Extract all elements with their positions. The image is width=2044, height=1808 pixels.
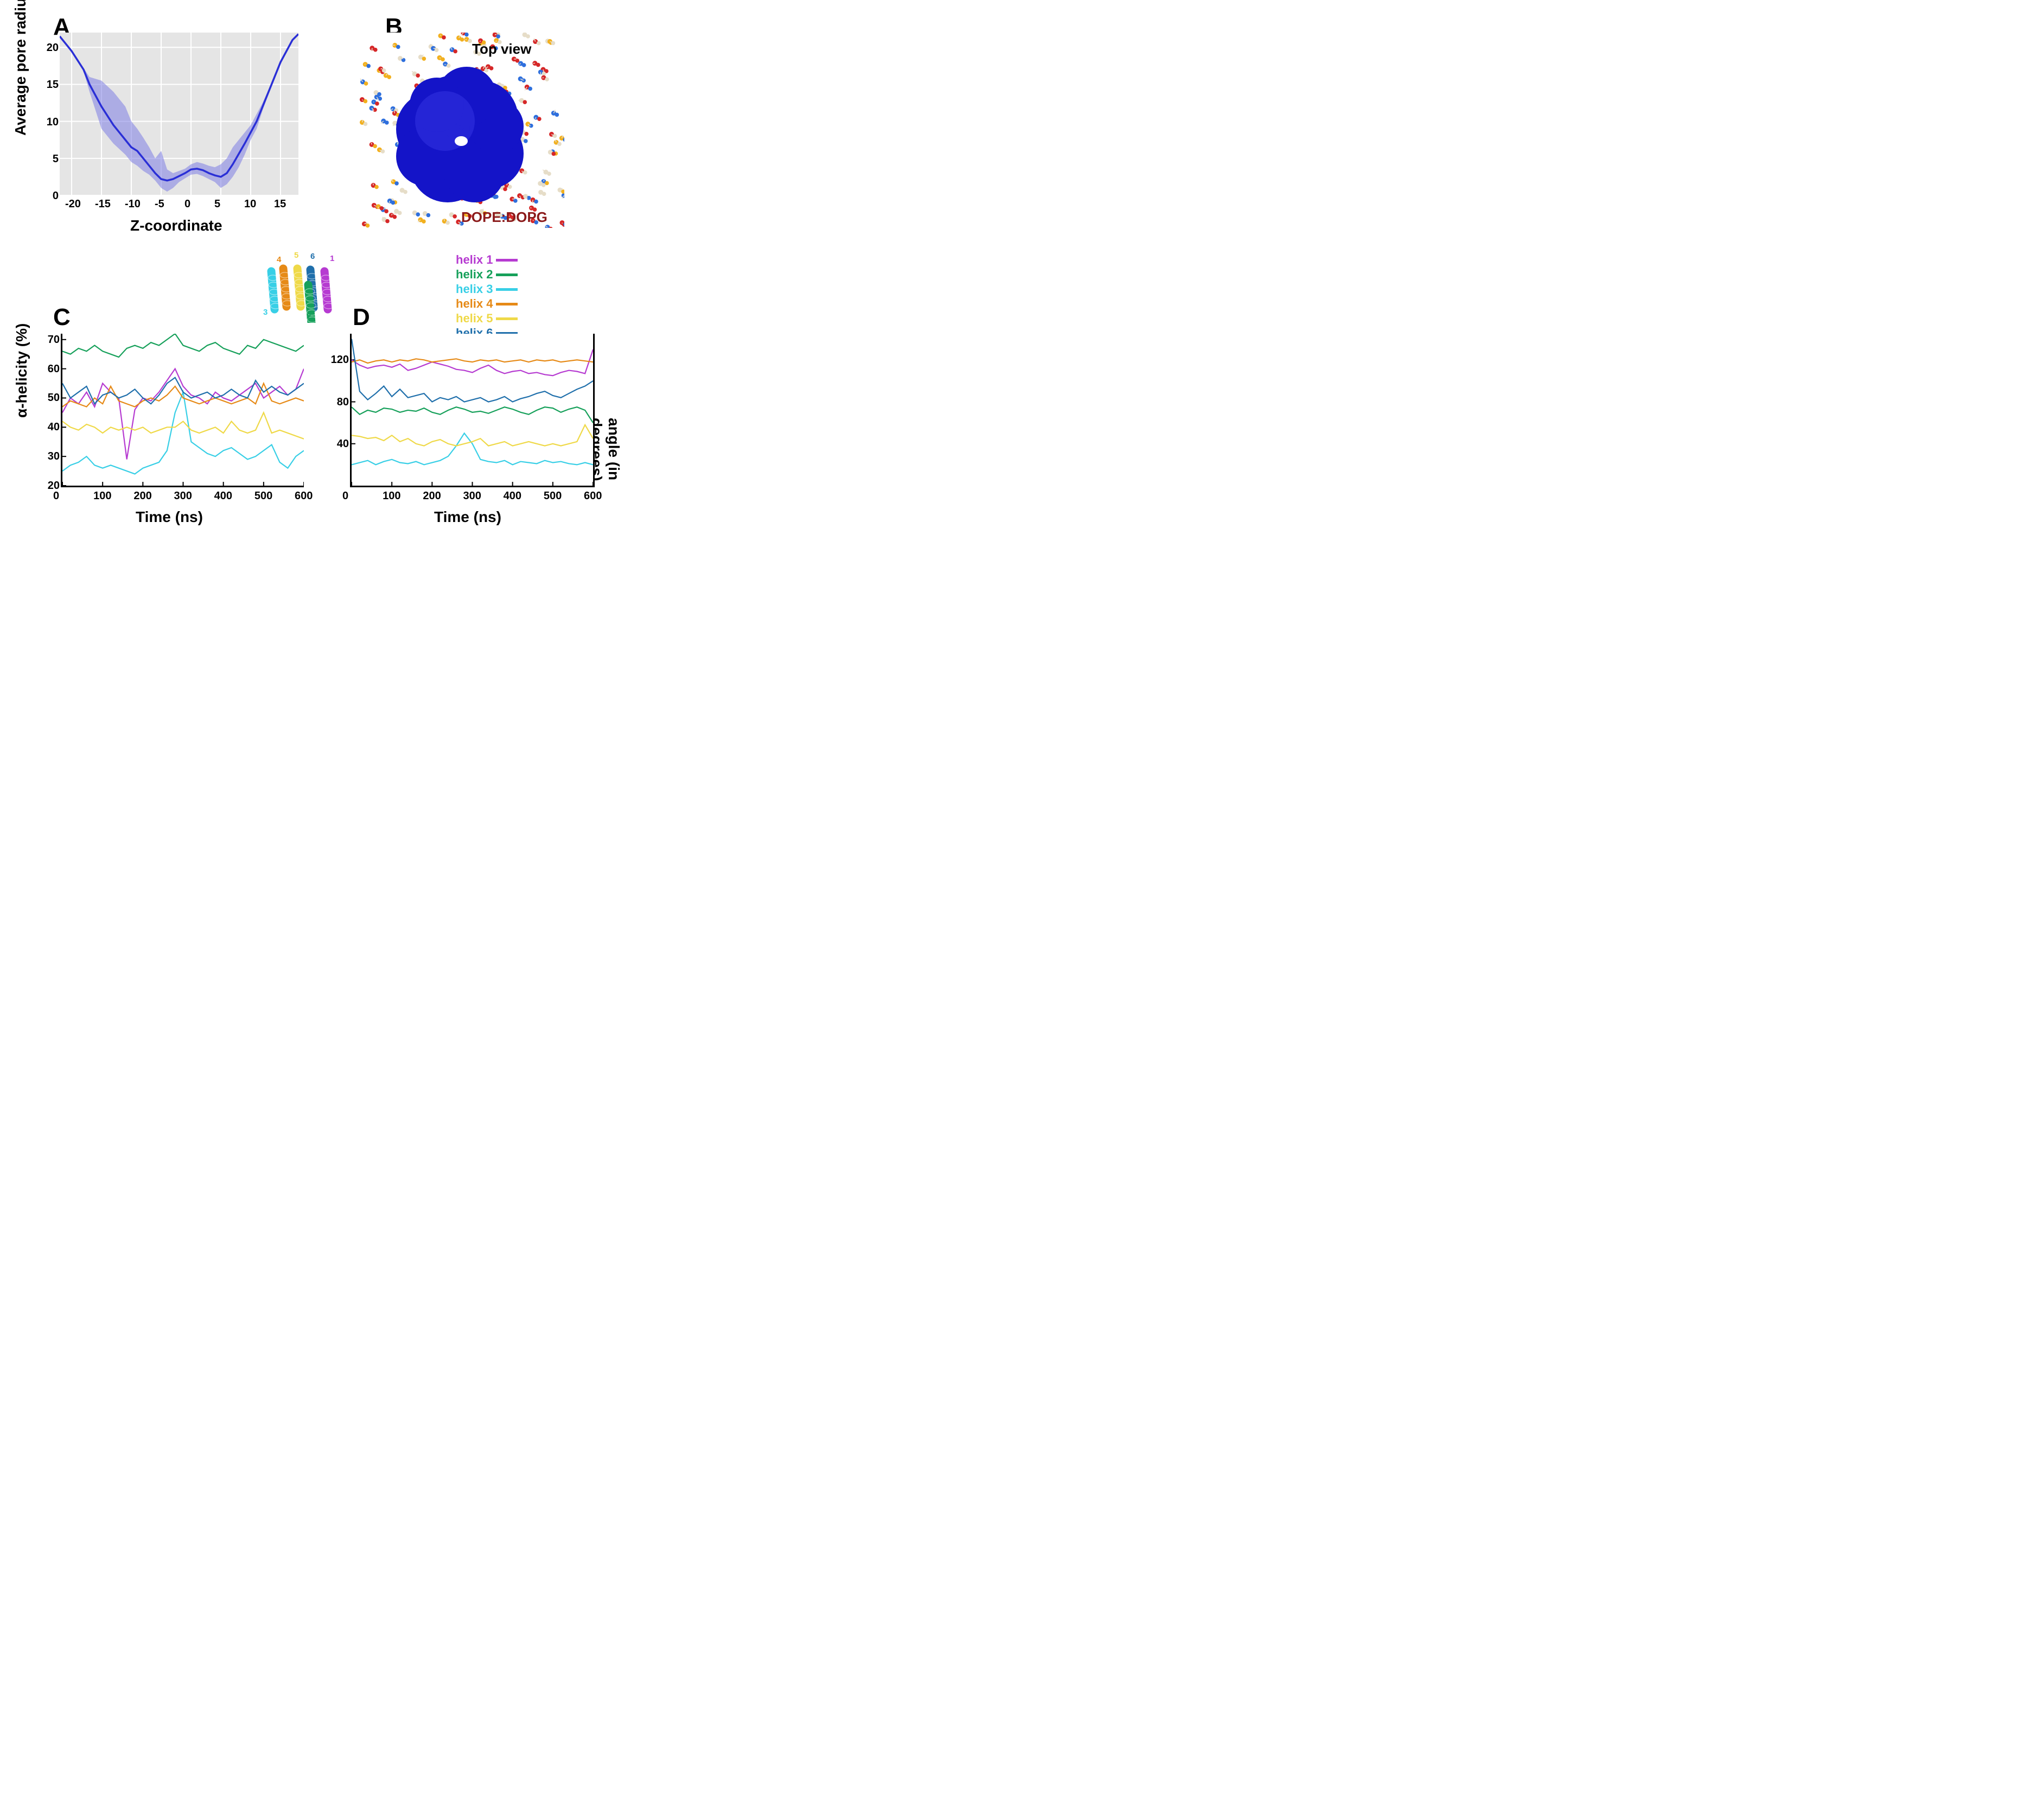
panel-D-plot-area — [350, 334, 595, 487]
panel-D-xlabel: Time (ns) — [434, 508, 501, 526]
panel-C-yticks: 203040506070 — [42, 334, 60, 486]
panel-C-xlabel: Time (ns) — [136, 508, 203, 526]
panel-D: angle (in degrees) Time (ns) 01002003004… — [328, 334, 621, 534]
helix-bundle-insert: 3 4 5 6 2 1 — [260, 252, 342, 323]
panel-A-xlabel: Z-coordinate — [130, 217, 222, 234]
panel-A-ylabel: Average pore radius (Å) — [12, 0, 29, 136]
panel-C-plot-area — [61, 334, 304, 487]
svg-text:6: 6 — [310, 252, 315, 261]
svg-text:1: 1 — [330, 254, 334, 263]
panel-B-render: Top view DOPE:DOPG — [358, 33, 564, 228]
svg-text:3: 3 — [263, 308, 268, 317]
panel-C: α-helicity (%) Time (ns) 010020030040050… — [27, 334, 309, 534]
panel-B: Top view DOPE:DOPG — [358, 33, 564, 239]
helix-legend: helix 1helix 2helix 3helix 4helix 5helix… — [456, 253, 518, 340]
panel-B-bottom-label: DOPE:DOPG — [461, 209, 547, 226]
legend-item-helix5: helix 5 — [456, 311, 518, 326]
panel-label-C: C — [53, 304, 71, 331]
panel-C-xticks: 0100200300400500600 — [61, 490, 302, 506]
svg-text:4: 4 — [277, 255, 282, 264]
panel-A-xticks: -20-15-10-5051015 — [60, 198, 298, 214]
panel-label-D: D — [353, 304, 370, 331]
panel-C-ylabel: α-helicity (%) — [13, 323, 30, 418]
panel-A-yticks: 05101520 — [43, 33, 59, 195]
svg-text:5: 5 — [294, 252, 298, 260]
legend-item-helix3: helix 3 — [456, 282, 518, 296]
panel-A-plot-area — [60, 33, 298, 195]
panel-D-xticks: 0100200300400500600 — [350, 490, 591, 506]
figure-4panel: A B C D Average pore radius (Å) Z-coordi… — [11, 11, 624, 553]
legend-item-helix4: helix 4 — [456, 297, 518, 311]
panel-A: Average pore radius (Å) Z-coordinate -20… — [27, 33, 309, 239]
panel-D-yticks: 4080120 — [329, 334, 349, 486]
legend-item-helix1: helix 1 — [456, 253, 518, 267]
panel-B-top-label: Top view — [472, 41, 531, 58]
legend-item-helix2: helix 2 — [456, 268, 518, 282]
svg-text:2: 2 — [307, 311, 311, 321]
